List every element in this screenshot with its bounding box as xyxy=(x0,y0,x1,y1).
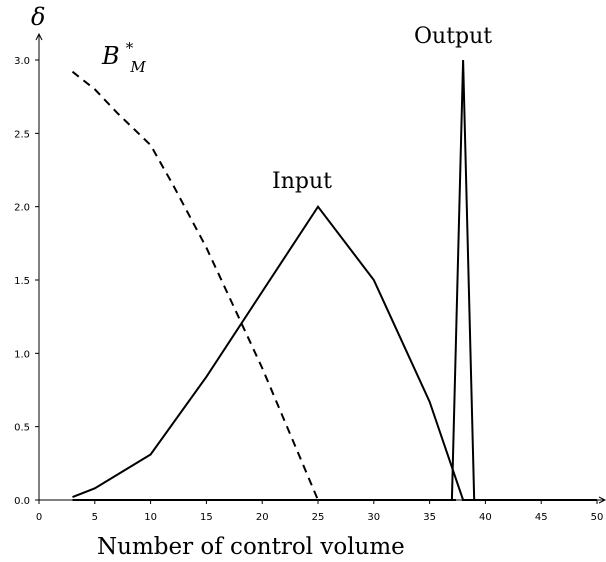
y-tick-label: 1.5 xyxy=(14,276,30,287)
axes xyxy=(35,32,606,504)
x-tick-label: 5 xyxy=(92,512,98,523)
y-tick-label: 2.0 xyxy=(14,203,30,214)
x-tick-label: 20 xyxy=(256,512,269,523)
x-tick-label: 15 xyxy=(200,512,213,523)
x-tick-label: 25 xyxy=(312,512,325,523)
annotation-output: Output xyxy=(414,24,492,49)
x-tick-label: 40 xyxy=(479,512,492,523)
series-lines xyxy=(71,59,597,501)
y-ticks: 0.0 0.5 1.0 1.5 2.0 2.5 3.0 xyxy=(14,56,39,507)
series-line-bm xyxy=(71,70,597,501)
y-tick-label: 0.5 xyxy=(14,423,30,434)
x-axis-arrow xyxy=(598,496,606,504)
annotation-bm-base: B xyxy=(101,42,120,70)
series-line-input xyxy=(72,204,597,501)
annotation-bm-sub: M xyxy=(129,58,146,76)
x-tick-label: 30 xyxy=(367,512,380,523)
x-tick-label: 35 xyxy=(423,512,436,523)
y-axis-arrow xyxy=(35,32,43,41)
y-tick-label: 3.0 xyxy=(14,56,30,67)
x-tick-label: 45 xyxy=(535,512,548,523)
x-tick-label: 0 xyxy=(36,512,42,523)
annotation-bm: B * M xyxy=(101,38,146,76)
y-tick-label: 0.0 xyxy=(14,496,30,507)
x-tick-label: 50 xyxy=(591,512,604,523)
y-tick-label: 1.0 xyxy=(14,349,30,360)
y-tick-label: 2.5 xyxy=(14,129,30,140)
x-ticks: 0 5 10 15 20 25 30 35 40 45 50 xyxy=(36,500,604,523)
annotation-bm-sup: * xyxy=(126,39,134,57)
x-axis-label: Number of control volume xyxy=(97,534,405,560)
x-tick-label: 10 xyxy=(144,512,157,523)
series-line-output xyxy=(72,59,597,501)
annotation-input: Input xyxy=(272,169,332,194)
y-axis-label: δ xyxy=(31,3,45,31)
